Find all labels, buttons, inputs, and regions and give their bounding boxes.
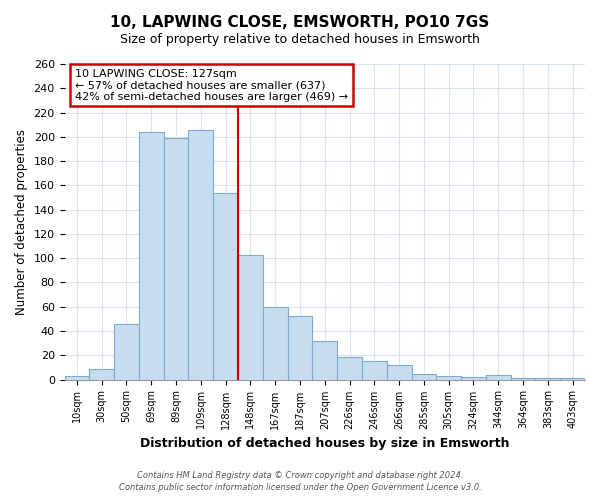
Bar [139,132,164,380]
Bar [461,377,486,380]
Bar [313,340,337,380]
Text: Contains HM Land Registry data © Crown copyright and database right 2024.
Contai: Contains HM Land Registry data © Crown c… [119,471,481,492]
X-axis label: Distribution of detached houses by size in Emsworth: Distribution of detached houses by size … [140,437,509,450]
Bar [89,368,114,380]
Bar [238,254,263,380]
Bar [387,365,412,380]
Bar [337,356,362,380]
Bar [535,378,560,380]
Bar [436,376,461,380]
Bar [263,306,287,380]
Bar [412,374,436,380]
Bar [560,378,585,380]
Bar [164,138,188,380]
Bar [65,376,89,380]
Bar [213,192,238,380]
Bar [114,324,139,380]
Bar [362,362,387,380]
Text: Size of property relative to detached houses in Emsworth: Size of property relative to detached ho… [120,32,480,46]
Text: 10 LAPWING CLOSE: 127sqm
← 57% of detached houses are smaller (637)
42% of semi-: 10 LAPWING CLOSE: 127sqm ← 57% of detach… [75,68,348,102]
Y-axis label: Number of detached properties: Number of detached properties [15,129,28,315]
Bar [511,378,535,380]
Bar [287,316,313,380]
Bar [486,374,511,380]
Text: 10, LAPWING CLOSE, EMSWORTH, PO10 7GS: 10, LAPWING CLOSE, EMSWORTH, PO10 7GS [110,15,490,30]
Bar [188,130,213,380]
